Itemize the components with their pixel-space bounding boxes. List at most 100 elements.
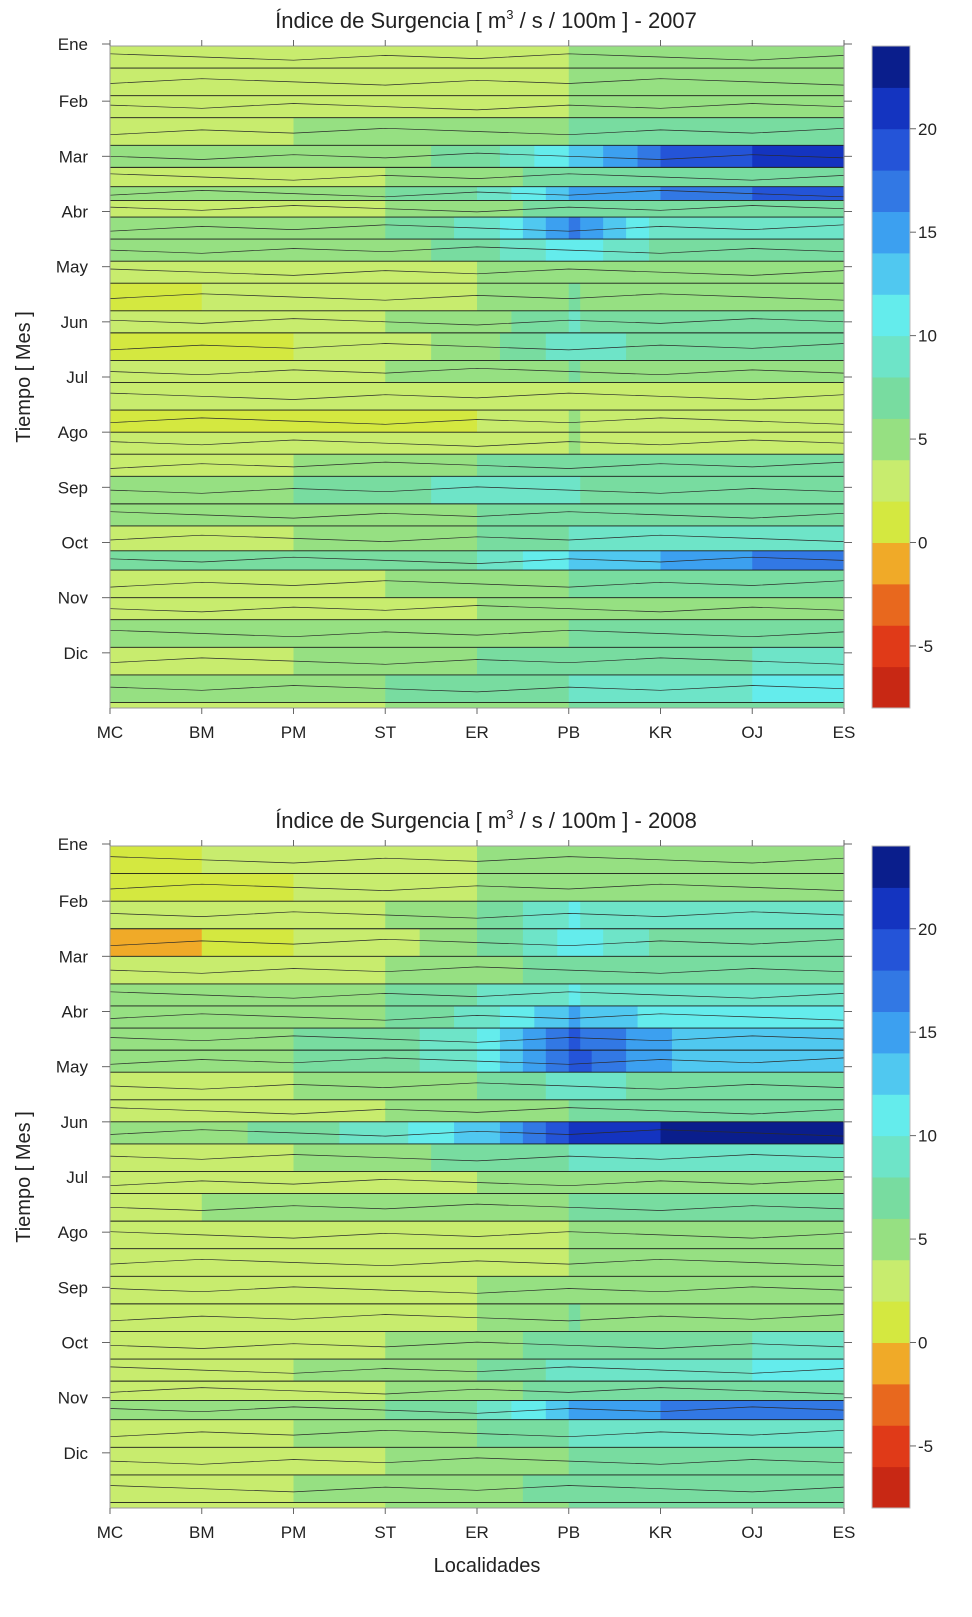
contour-cell xyxy=(167,956,180,985)
contour-cell xyxy=(270,1121,283,1145)
contour-cell xyxy=(832,432,845,455)
contour-cell xyxy=(580,117,593,146)
contour-cell xyxy=(167,68,180,97)
colorbar-segment xyxy=(872,666,910,709)
contour-cell xyxy=(385,1099,398,1123)
contour-cell xyxy=(144,1331,157,1360)
contour-cell xyxy=(717,619,730,648)
contour-cell xyxy=(178,1072,191,1101)
contour-cell xyxy=(488,1005,501,1029)
contour-cell xyxy=(798,1248,811,1277)
contour-cell xyxy=(832,1276,845,1305)
contour-cell xyxy=(545,846,558,874)
contour-cell xyxy=(821,1400,834,1421)
contour-cell xyxy=(798,1381,811,1401)
contour-line xyxy=(109,1035,845,1043)
contour-cell xyxy=(213,1072,226,1101)
contour-cell xyxy=(488,239,501,262)
contour-cell xyxy=(752,432,765,455)
contour-cell xyxy=(259,310,272,334)
contour-cell xyxy=(591,956,604,985)
contour-cell xyxy=(213,432,226,455)
contour-cell xyxy=(190,261,203,284)
contour-cell xyxy=(465,95,478,119)
contour-cell xyxy=(545,145,558,168)
contour-cell xyxy=(327,167,340,188)
contour-cell xyxy=(557,476,570,505)
contour-cell xyxy=(385,68,398,97)
contour-cell xyxy=(442,956,455,985)
contour-cell xyxy=(259,1474,272,1503)
contour-cell xyxy=(362,46,375,69)
contour-cell xyxy=(798,1419,811,1448)
contour-cell xyxy=(178,873,191,902)
contour-cell xyxy=(717,1171,730,1194)
contour-cell xyxy=(178,360,191,383)
contour-cell xyxy=(373,1121,386,1145)
contour-cell xyxy=(442,145,455,168)
contour-cell xyxy=(603,310,616,334)
contour-cell xyxy=(316,432,329,455)
contour-cell xyxy=(626,410,639,433)
contour-cell xyxy=(752,217,765,240)
contour-cell xyxy=(362,956,375,985)
contour-cell xyxy=(545,1303,558,1332)
contour-cell xyxy=(178,1303,191,1332)
contour-cell xyxy=(121,1359,134,1382)
contour-cell xyxy=(534,928,547,957)
contour-cell xyxy=(649,525,662,552)
contour-cell xyxy=(729,846,742,874)
contour-cell xyxy=(557,1331,570,1360)
contour-cell xyxy=(190,1303,203,1332)
contour-cell xyxy=(821,432,834,455)
contour-cell xyxy=(454,1221,467,1250)
contour-cell xyxy=(477,410,490,433)
contour-cell xyxy=(499,283,513,312)
contour-cell xyxy=(694,432,707,455)
contour-cell xyxy=(499,476,513,505)
contour-cell xyxy=(545,283,558,312)
contour-cell xyxy=(454,1005,467,1029)
contour-cell xyxy=(637,1099,650,1123)
contour-cell xyxy=(270,525,283,552)
contour-cell xyxy=(591,1221,604,1250)
contour-cell xyxy=(236,1171,249,1194)
contour-cell xyxy=(304,432,318,455)
contour-cell xyxy=(201,117,214,146)
contour-cell xyxy=(144,145,157,168)
contour-cell xyxy=(545,1028,558,1051)
contour-cell xyxy=(236,1303,249,1332)
contour-cell xyxy=(442,1331,455,1360)
contour-cell xyxy=(270,117,283,146)
contour-cell xyxy=(304,1221,318,1250)
contour-cell xyxy=(144,1474,157,1503)
contour-cell xyxy=(339,1400,352,1421)
contour-cell xyxy=(316,283,329,312)
y-tick-label: Ene xyxy=(58,35,88,54)
contour-cell xyxy=(729,1121,742,1145)
contour-line xyxy=(109,343,845,351)
contour-cell xyxy=(282,382,295,411)
contour-cell xyxy=(545,1359,558,1382)
contour-cell xyxy=(362,1303,375,1332)
contour-cell xyxy=(740,674,753,703)
contour-cell xyxy=(213,550,226,571)
contour-cell xyxy=(763,476,776,505)
contour-cell xyxy=(603,1028,616,1051)
contour-cell xyxy=(178,1419,191,1448)
contour-cell xyxy=(729,145,742,168)
contour-cell xyxy=(373,1221,386,1250)
contour-cell xyxy=(293,983,306,1007)
contour-cell xyxy=(649,1276,662,1305)
contour-cell xyxy=(649,928,662,957)
contour-cell xyxy=(304,1193,318,1222)
contour-cell xyxy=(316,846,329,874)
contour-cell xyxy=(190,702,203,709)
contour-cell xyxy=(350,901,363,930)
contour-cell xyxy=(660,1381,673,1401)
contour-cell xyxy=(671,1400,685,1421)
contour-cell xyxy=(373,1419,386,1448)
contour-cell xyxy=(499,1005,513,1029)
contour-cell xyxy=(396,1072,409,1101)
contour-cell xyxy=(683,503,696,527)
